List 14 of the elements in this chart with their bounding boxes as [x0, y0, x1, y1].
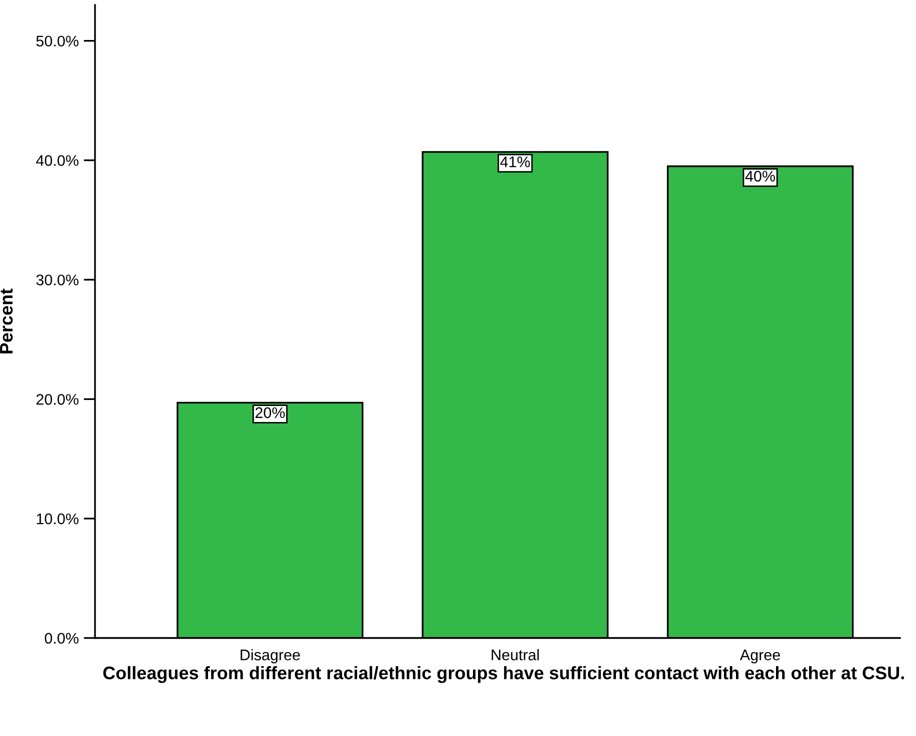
- x-tick-label: Neutral: [492, 649, 539, 660]
- data-label: 20%: [256, 407, 285, 418]
- y-tick-label: 40.0%: [36, 155, 78, 166]
- y-tick-label: 20.0%: [36, 394, 78, 405]
- y-tick-label: 0.0%: [44, 632, 78, 644]
- x-axis-title: Colleagues from different racial/ethnic groups have sufficient contact with each other at CSU.: [103, 666, 904, 683]
- y-tick-label: 30.0%: [36, 274, 78, 286]
- y-axis-title: Percent: [0, 288, 13, 354]
- data-label: 40%: [745, 170, 776, 182]
- data-label: 41%: [500, 156, 530, 168]
- y-tick-label: 50.0%: [36, 36, 78, 47]
- y-tick-label: 10.0%: [36, 513, 78, 524]
- x-tick-label: Disagree: [240, 649, 300, 664]
- x-tick-label: Agree: [740, 650, 780, 664]
